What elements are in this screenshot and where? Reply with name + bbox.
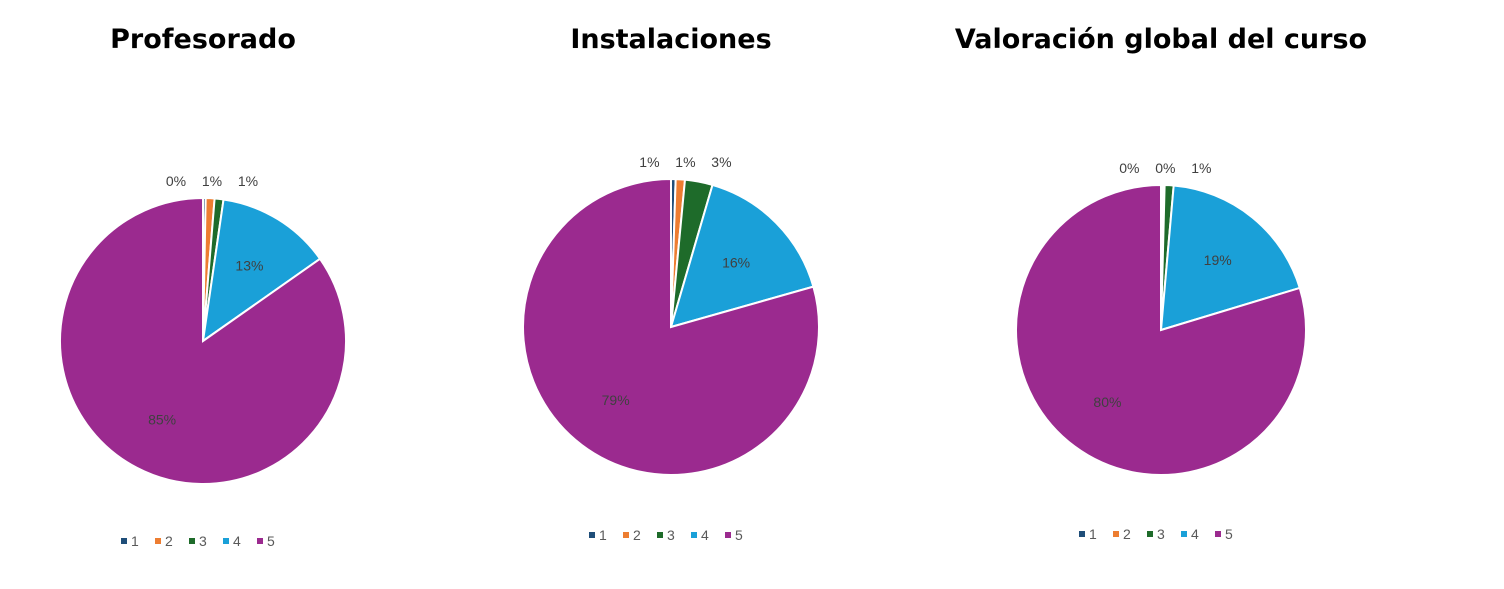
pie-slice-5 [522, 177, 820, 476]
legend-label: 2 [1123, 526, 1131, 542]
data-label: 13% [235, 257, 263, 273]
legend-label: 2 [633, 527, 641, 543]
legend-item-4: 4 [1181, 526, 1199, 542]
legend-item-3: 3 [657, 527, 675, 543]
legend-swatch [1215, 531, 1221, 537]
legend-swatch [1113, 531, 1119, 537]
data-label: 0% [166, 173, 186, 189]
data-label: 80% [1093, 394, 1121, 410]
legend-item-2: 2 [1113, 526, 1131, 542]
legend-swatch [623, 532, 629, 538]
pie-chart-1: Profesorado 13% 85% 0% 1% 1% 1 2 3 4 5 [59, 24, 347, 549]
legend-item-5: 5 [1215, 526, 1233, 542]
legend-item-1: 1 [1079, 526, 1097, 542]
pie-slice-5 [59, 196, 347, 485]
legend-swatch [691, 532, 697, 538]
pie-chart-2: Instalaciones 16% 79% 1% 1% 3% 1 2 3 4 5 [522, 24, 820, 543]
data-label: 1% [639, 154, 659, 170]
chart-title: Profesorado [110, 24, 296, 55]
legend-label: 3 [199, 533, 207, 549]
legend-item-1: 1 [121, 533, 139, 549]
legend-label: 3 [1157, 526, 1165, 542]
legend-swatch [257, 538, 263, 544]
legend-item-4: 4 [691, 527, 709, 543]
legend-label: 4 [701, 527, 709, 543]
data-label: 3% [711, 154, 731, 170]
legend-label: 5 [735, 527, 743, 543]
pie-chart-3: Valoración global del curso 19% 80% 0% 0% 1% 1… [955, 24, 1367, 542]
legend-label: 4 [1191, 526, 1199, 542]
data-label: 1% [675, 154, 695, 170]
legend-swatch [121, 538, 127, 544]
legend-item-5: 5 [725, 527, 743, 543]
chart-title: Instalaciones [570, 24, 771, 55]
legend-label: 2 [165, 533, 173, 549]
data-label: 79% [602, 392, 630, 408]
pie-slice-4 [201, 198, 322, 344]
legend-swatch [1147, 531, 1153, 537]
legend-label: 1 [131, 533, 139, 549]
legend-item-2: 2 [623, 527, 641, 543]
legend-item-3: 3 [1147, 526, 1165, 542]
chart-title: Valoración global del curso [955, 24, 1367, 55]
data-label: 19% [1204, 252, 1232, 268]
legend-item-5: 5 [257, 533, 275, 549]
legend-item-4: 4 [223, 533, 241, 549]
pie-slice-5 [1015, 183, 1307, 476]
legend-swatch [155, 538, 161, 544]
pie-slice-4 [1159, 184, 1302, 332]
data-label: 85% [148, 412, 176, 428]
legend-item-2: 2 [155, 533, 173, 549]
legend-label: 1 [599, 527, 607, 543]
legend-label: 5 [1225, 526, 1233, 542]
legend-item-1: 1 [589, 527, 607, 543]
legend-swatch [223, 538, 229, 544]
data-label: 16% [722, 254, 750, 270]
data-label: 0% [1119, 160, 1139, 176]
legend-swatch [589, 532, 595, 538]
pie-slice-4 [669, 183, 815, 329]
legend-swatch [189, 538, 195, 544]
data-label: 1% [238, 173, 258, 189]
legend-label: 5 [267, 533, 275, 549]
legend-label: 4 [233, 533, 241, 549]
legend-swatch [1079, 531, 1085, 537]
legend-label: 3 [667, 527, 675, 543]
legend-swatch [657, 532, 663, 538]
legend-swatch [725, 532, 731, 538]
legend-label: 1 [1089, 526, 1097, 542]
data-label: 1% [1191, 160, 1211, 176]
data-label: 0% [1155, 160, 1175, 176]
legend-item-3: 3 [189, 533, 207, 549]
legend-swatch [1181, 531, 1187, 537]
data-label: 1% [202, 173, 222, 189]
